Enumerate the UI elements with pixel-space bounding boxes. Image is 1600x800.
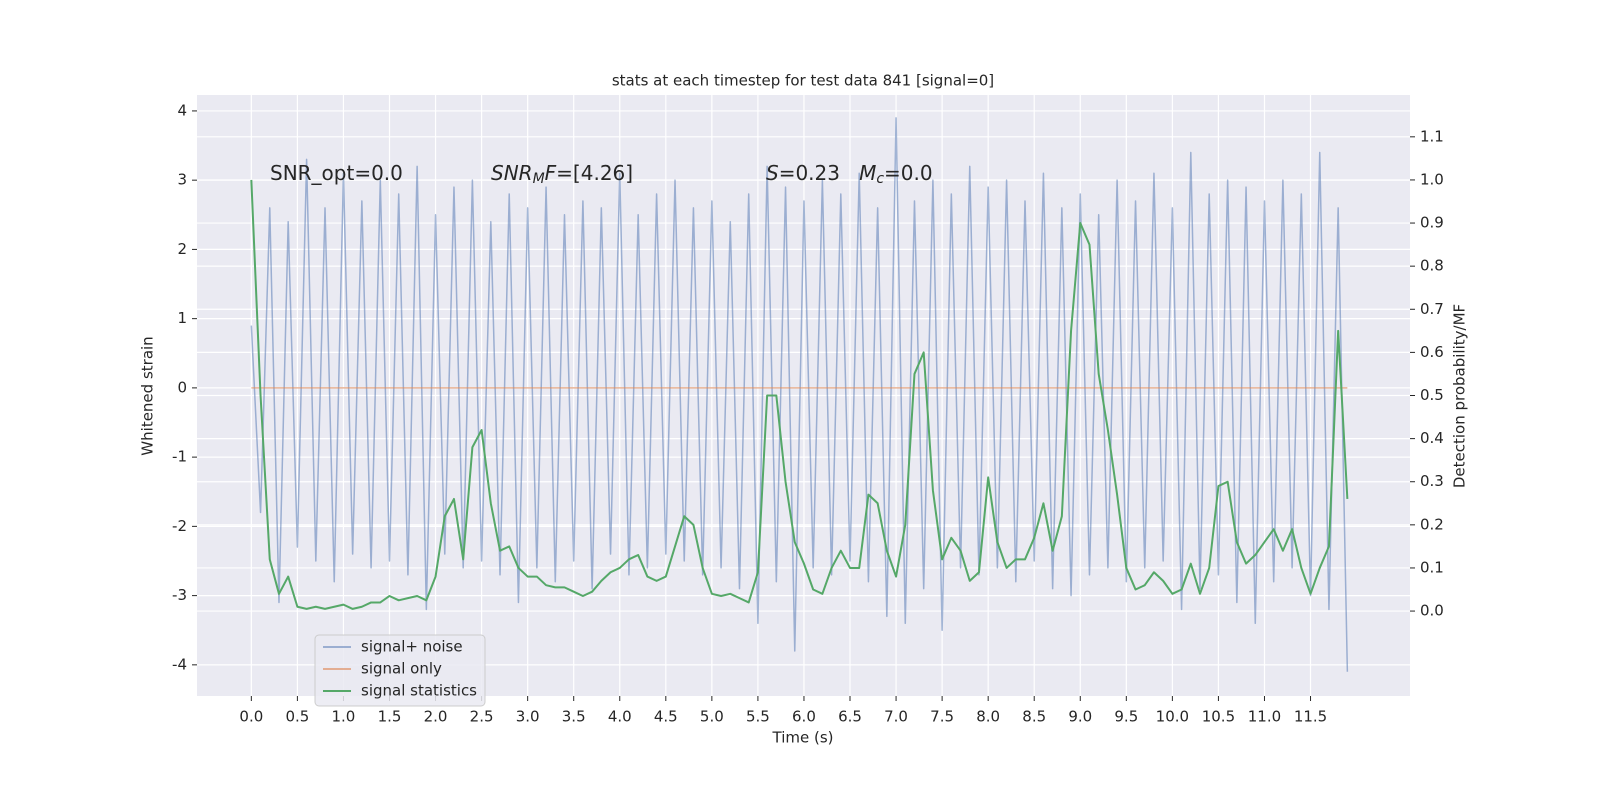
annotation-part: M: [533, 171, 545, 187]
y-tick-label: 3: [177, 171, 187, 189]
y-tick-label: -2: [172, 517, 187, 535]
x-tick-label: 0.5: [285, 708, 309, 726]
annotation-part: =0.23: [779, 161, 859, 185]
y2-tick-label: 0.2: [1420, 515, 1444, 533]
chart-title: stats at each timestep for test data 841…: [612, 72, 994, 90]
x-tick-label: 10.0: [1156, 708, 1189, 726]
annotation-part: =[4.26]: [556, 161, 633, 185]
annotation-part: =0.0: [884, 161, 933, 185]
x-tick-label: 8.0: [976, 708, 1000, 726]
annotation: SNRMF=[4.26]: [491, 161, 633, 188]
annotation-part: SNR_opt=0.0: [270, 161, 403, 185]
y2-tick-label: 0.3: [1420, 472, 1444, 490]
y2-tick-label: 0.0: [1420, 602, 1444, 620]
y2-tick-label: 0.7: [1420, 300, 1444, 318]
annotation: SNR_opt=0.0: [270, 161, 403, 185]
y2-tick-label: 0.1: [1420, 558, 1444, 576]
x-tick-label: 3.0: [516, 708, 540, 726]
x-axis-label: Time (s): [772, 729, 834, 747]
x-tick-label: 6.5: [838, 708, 862, 726]
x-tick-label: 5.5: [746, 708, 770, 726]
x-tick-label: 1.0: [332, 708, 356, 726]
y-tick-label: 4: [177, 101, 187, 119]
y-tick-label: -4: [172, 655, 187, 673]
annotation-part: SNR: [491, 161, 533, 185]
y2-tick-label: 0.8: [1420, 257, 1444, 275]
x-tick-label: 7.0: [884, 708, 908, 726]
x-tick-label: 1.5: [378, 708, 402, 726]
x-tick-label: 10.5: [1202, 708, 1235, 726]
y-tick-label: 0: [177, 378, 187, 396]
x-tick-label: 4.5: [654, 708, 678, 726]
series-line: [250, 117, 1349, 672]
x-tick-label: 6.0: [792, 708, 816, 726]
y-axis-label: Whitened strain: [139, 336, 157, 455]
legend-box: [314, 634, 486, 707]
legend-label: signal only: [361, 660, 442, 678]
y2-tick-label: 0.6: [1420, 343, 1444, 361]
x-tick-label: 9.0: [1068, 708, 1092, 726]
y2-tick-label: 1.1: [1420, 127, 1444, 145]
x-tick-label: 0.0: [239, 708, 263, 726]
annotation-part: S: [766, 161, 779, 185]
x-tick-label: 3.5: [562, 708, 586, 726]
annotation-part: M: [859, 161, 876, 185]
x-tick-label: 2.5: [470, 708, 494, 726]
annotation-part: c: [876, 171, 884, 187]
x-tick-label: 2.0: [424, 708, 448, 726]
x-tick-label: 4.0: [608, 708, 632, 726]
series-line: [250, 179, 1349, 610]
legend-label: signal+ noise: [361, 638, 463, 656]
y2-tick-label: 0.9: [1420, 214, 1444, 232]
y-tick-label: -1: [172, 448, 187, 466]
y-tick-label: -3: [172, 586, 187, 604]
y2-tick-label: 0.4: [1420, 429, 1444, 447]
annotation: S=0.23 Mc=0.0: [766, 161, 933, 188]
x-tick-label: 9.5: [1114, 708, 1138, 726]
x-tick-label: 11.0: [1248, 708, 1281, 726]
legend: signal+ noise signal only signal statistic…: [314, 634, 486, 707]
y2-tick-label: 1.0: [1420, 170, 1444, 188]
y2-tick-label: 0.5: [1420, 386, 1444, 404]
y2-axis-label: Detection probability/MF: [1451, 304, 1469, 488]
x-tick-label: 11.5: [1294, 708, 1327, 726]
y-tick-label: 1: [177, 309, 187, 327]
legend-label: signal statistics: [361, 682, 477, 700]
x-tick-label: 8.5: [1022, 708, 1046, 726]
annotation-part: F: [545, 161, 557, 185]
x-tick-label: 7.5: [930, 708, 954, 726]
x-tick-label: 5.0: [700, 708, 724, 726]
y-tick-label: 2: [177, 240, 187, 258]
